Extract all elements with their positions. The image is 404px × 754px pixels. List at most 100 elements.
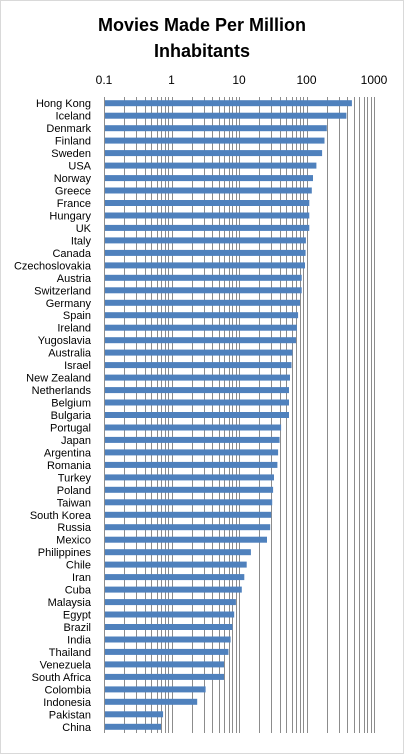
- bar: [105, 187, 312, 194]
- category-label: Yugoslavia: [38, 335, 92, 347]
- category-label: UK: [76, 223, 92, 235]
- category-label: Austria: [57, 273, 92, 285]
- x-tick-label: 10: [232, 73, 246, 87]
- bar: [105, 324, 297, 331]
- category-label: Denmark: [46, 123, 91, 135]
- bar: [105, 212, 310, 219]
- category-label: Iceland: [56, 111, 91, 123]
- category-label: Australia: [48, 348, 92, 360]
- bar: [105, 561, 247, 568]
- category-label: Portugal: [50, 423, 91, 435]
- bar: [105, 449, 279, 456]
- category-label: Pakistan: [49, 709, 91, 721]
- category-label: Norway: [54, 173, 92, 185]
- x-tick-label: 1000: [361, 73, 388, 87]
- bar: [105, 100, 352, 107]
- bar: [105, 299, 300, 306]
- bar: [105, 673, 224, 680]
- chart-title: Movies Made Per Million Inhabitants: [0, 12, 404, 64]
- bar: [105, 698, 198, 705]
- category-label: South Africa: [32, 672, 92, 684]
- bar: [105, 424, 282, 431]
- bar: [105, 349, 293, 356]
- chart-title-line-2: Inhabitants: [153, 41, 250, 61]
- category-label: Iran: [72, 572, 91, 584]
- category-label: Mexico: [56, 535, 91, 547]
- category-label: Israel: [64, 360, 91, 372]
- category-label: Finland: [55, 136, 91, 148]
- bar: [105, 461, 278, 468]
- category-label: Chile: [66, 560, 91, 572]
- category-label: Taiwan: [57, 497, 91, 509]
- bar: [105, 549, 251, 556]
- category-label: Indonesia: [43, 697, 92, 709]
- category-label: Venezuela: [40, 659, 92, 671]
- category-label: Malaysia: [48, 597, 92, 609]
- bar: [105, 636, 231, 643]
- category-label: Spain: [63, 310, 91, 322]
- category-label: Colombia: [45, 684, 92, 696]
- bar: [105, 137, 325, 144]
- bar: [105, 224, 310, 231]
- bar: [105, 648, 229, 655]
- category-label: Sweden: [51, 148, 91, 160]
- category-label: China: [62, 722, 92, 734]
- category-label: Brazil: [63, 622, 91, 634]
- bar: [105, 661, 224, 668]
- category-label: Belgium: [51, 398, 91, 410]
- bar: [105, 536, 267, 543]
- bar: [105, 599, 236, 606]
- chart-title-line-1: Movies Made Per Million: [97, 15, 307, 35]
- category-label: Bulgaria: [51, 410, 92, 422]
- bar: [105, 387, 289, 394]
- bar: [105, 175, 313, 182]
- bar: [105, 274, 302, 281]
- category-label: Russia: [57, 522, 92, 534]
- category-label: New Zealand: [26, 373, 91, 385]
- bar: [105, 499, 273, 506]
- x-tick-label: 100: [296, 73, 316, 87]
- category-label: Hong Kong: [36, 98, 91, 110]
- category-label: Germany: [46, 298, 92, 310]
- category-label: Italy: [71, 235, 92, 247]
- bars: [105, 100, 352, 730]
- bar: [105, 249, 306, 256]
- category-label: Egypt: [63, 610, 91, 622]
- category-label: Turkey: [58, 472, 92, 484]
- category-label: USA: [68, 161, 91, 173]
- bar: [105, 312, 299, 319]
- category-label: Hungary: [49, 211, 91, 223]
- bar: [105, 399, 289, 406]
- category-label: Switzerland: [34, 285, 91, 297]
- bar: [105, 125, 327, 132]
- bar: [105, 287, 302, 294]
- category-label: Poland: [57, 485, 91, 497]
- bar: [105, 711, 164, 718]
- bar: [105, 362, 292, 369]
- category-label: Thailand: [49, 647, 91, 659]
- category-label: Argentina: [44, 447, 92, 459]
- bar: [105, 162, 317, 169]
- bar: [105, 412, 289, 418]
- category-label: Romania: [47, 460, 92, 472]
- x-tick-label: 1: [168, 73, 175, 87]
- bar: [105, 486, 274, 493]
- bar: [105, 624, 233, 630]
- bar: [105, 474, 274, 481]
- bar: [105, 524, 271, 531]
- bar: [105, 262, 305, 269]
- bar: [105, 511, 272, 518]
- category-label: Czechoslovakia: [14, 260, 92, 272]
- bar: [105, 723, 161, 730]
- bar: [105, 337, 296, 344]
- category-label: Cuba: [65, 585, 92, 597]
- bar: [105, 150, 323, 157]
- category-labels: Hong KongIcelandDenmarkFinlandSwedenUSAN…: [14, 98, 92, 734]
- category-label: Philippines: [38, 547, 92, 559]
- bar: [105, 686, 206, 693]
- bar: [105, 200, 310, 206]
- bar: [105, 374, 290, 381]
- category-label: Canada: [52, 248, 91, 260]
- category-label: Netherlands: [32, 385, 92, 397]
